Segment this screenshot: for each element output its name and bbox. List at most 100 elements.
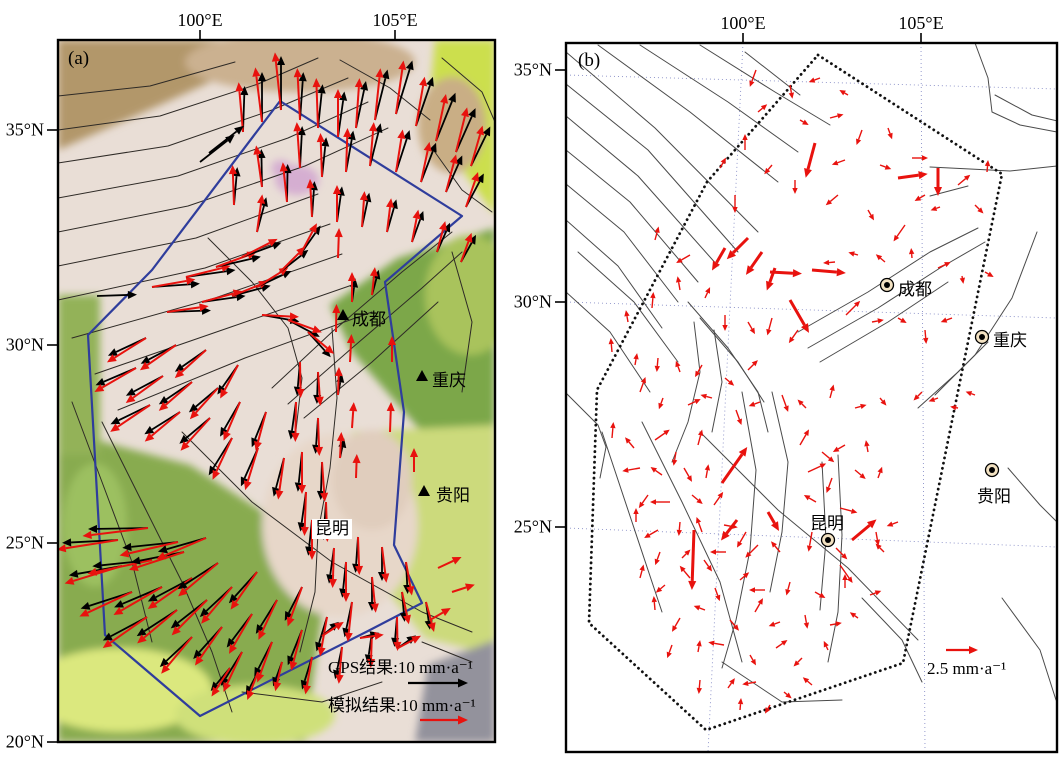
model-velocity-arrow-head [347, 272, 357, 281]
residual-velocity-arrow-shaft [844, 92, 849, 96]
gps-velocity-arrow-head [276, 56, 286, 65]
residual-velocity-arrow-head [764, 167, 771, 175]
gps-velocity-arrow-head [405, 60, 414, 71]
model-velocity-arrow-shaft [117, 404, 151, 428]
residual-velocity-arrow-head [638, 501, 645, 509]
fault-line [303, 301, 439, 419]
residual-velocity-arrow-head [864, 440, 870, 447]
gps-velocity-arrow-shaft [470, 134, 488, 167]
model-velocity-arrow-head [369, 267, 379, 277]
panel-b-graticule [566, 43, 1057, 752]
model-velocity-arrow-head [341, 593, 351, 602]
fault-line [711, 329, 723, 433]
gps-velocity-arrow-head [157, 545, 168, 554]
residual-velocity-arrow-head [788, 92, 795, 99]
gps-velocity-arrow-head [482, 126, 491, 137]
gps-velocity-arrow-head [147, 593, 158, 602]
residual-velocity-arrow-head [676, 529, 682, 536]
model-velocity-arrow-head [346, 334, 356, 344]
residual-velocity-arrow-shaft [697, 435, 702, 446]
residual-velocity-arrow-shaft [879, 164, 886, 168]
gps-velocity-arrow-head [347, 130, 356, 141]
model-velocity-arrow-shaft [369, 131, 375, 167]
model-velocity-arrow-head [311, 325, 322, 334]
model-velocity-arrow-shaft [274, 61, 282, 111]
city-circle-dot [989, 467, 995, 473]
residual-velocity-arrow-head [913, 394, 920, 401]
fault-line [339, 59, 431, 121]
model-velocity-arrow-head [185, 276, 196, 285]
gps-velocity-arrow-head [62, 538, 72, 547]
model-velocity-arrow-head [257, 194, 266, 204]
gps-velocity-arrow-head [321, 347, 331, 358]
fault-line [566, 392, 607, 479]
fault-line [566, 115, 719, 267]
residual-velocity-arrow-shaft [715, 247, 727, 264]
residual-velocity-arrow-shaft [677, 281, 681, 291]
model-velocity-arrow-shaft [261, 599, 278, 633]
gps-velocity-arrow-head [102, 632, 113, 641]
residual-velocity-arrow-head [829, 384, 835, 391]
panel-a-velocity-arrows [58, 52, 491, 701]
fault-line [71, 401, 153, 643]
model-velocity-arrow-shaft [177, 599, 208, 630]
residual-velocity-arrow-head [823, 640, 829, 648]
panel-a-fault-lines [58, 57, 495, 713]
model-velocity-arrow-shaft [241, 242, 271, 258]
residual-velocity-arrow-shaft [697, 645, 700, 653]
model-velocity-arrow-shaft [232, 613, 253, 647]
residual-velocity-arrow-shaft [936, 206, 941, 210]
model-velocity-arrow-head [315, 396, 324, 406]
residual-velocity-arrow-shaft [984, 271, 989, 275]
model-velocity-arrow-head [320, 492, 329, 502]
city-label: 重庆 [993, 331, 1027, 350]
residual-velocity-arrow-shaft [774, 545, 781, 553]
model-velocity-arrow-head [254, 440, 262, 451]
model-velocity-arrow-head [369, 122, 378, 132]
residual-velocity-arrow-shaft [655, 469, 663, 476]
city-label: 昆明 [312, 519, 352, 539]
residual-velocity-arrow-head [940, 317, 948, 323]
residual-velocity-arrow-head [696, 516, 702, 524]
model-velocity-arrow-head [354, 565, 364, 575]
model-velocity-arrow-head [144, 432, 155, 442]
residual-velocity-arrow-shaft [814, 591, 821, 596]
model-velocity-arrow-shaft [96, 559, 153, 573]
residual-velocity-arrow-shaft [851, 524, 871, 542]
residual-velocity-arrow-shaft [683, 467, 690, 478]
residual-velocity-arrow-shaft [641, 494, 649, 504]
residual-velocity-arrow-head [884, 164, 892, 170]
residual-velocity-arrow-head [751, 360, 758, 367]
model-velocity-arrow-head [464, 232, 473, 243]
model-velocity-arrow-shaft [151, 279, 187, 288]
residual-velocity-arrow-shaft [673, 451, 677, 461]
gps-velocity-arrow-head [92, 561, 102, 570]
residual-velocity-arrow-head [783, 405, 789, 412]
model-velocity-arrow-head [332, 304, 341, 314]
residual-velocity-arrow-head [696, 687, 702, 694]
gps-velocity-arrow-head [294, 482, 303, 492]
residual-velocity-arrow-shaft [789, 84, 793, 94]
residual-velocity-arrow-shaft [854, 615, 859, 619]
residual-velocity-arrow-head [742, 572, 750, 579]
residual-velocity-arrow-shaft [690, 529, 696, 582]
residual-velocity-arrow-head [708, 640, 715, 646]
model-velocity-arrow-shaft [337, 375, 340, 396]
residual-velocity-arrow-head [688, 580, 697, 590]
residual-velocity-arrow-head [874, 590, 882, 596]
gps-velocity-arrow-head [95, 377, 106, 386]
residual-velocity-arrow-shaft [656, 357, 659, 367]
residual-velocity-arrow-head [868, 213, 874, 221]
model-velocity-arrow-shaft [337, 236, 340, 259]
model-velocity-arrow-head [230, 599, 240, 610]
residual-velocity-arrow-head [732, 207, 738, 213]
axis-label-lon: 105°E [372, 10, 418, 30]
model-velocity-arrow-head [139, 361, 150, 371]
residual-velocity-arrow-shaft [783, 691, 788, 696]
model-velocity-arrow-head [324, 344, 335, 354]
fault-line [101, 421, 233, 713]
residual-velocity-arrow-shaft [766, 511, 776, 525]
fault-line [58, 193, 319, 267]
fault-line [861, 597, 923, 683]
model-velocity-arrow-head [439, 221, 447, 231]
